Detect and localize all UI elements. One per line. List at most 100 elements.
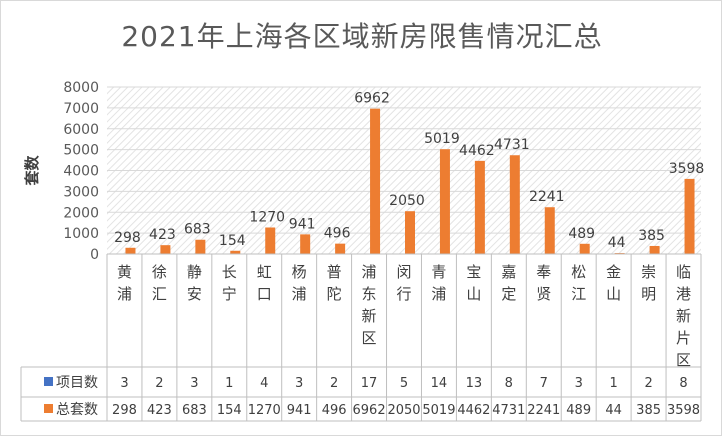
- bar-总套数: [370, 108, 381, 255]
- data-label: 1270: [249, 209, 285, 225]
- bar-总套数: [265, 227, 276, 254]
- bar-总套数: [195, 239, 206, 254]
- bar-总套数: [649, 245, 660, 254]
- data-label: 3598: [669, 161, 705, 177]
- category-label: 金: [606, 263, 621, 281]
- data-label: 44: [608, 235, 626, 251]
- table-cell-项目数: 5: [400, 376, 408, 391]
- category-label: 青: [431, 263, 446, 281]
- category-label: 徐: [152, 263, 167, 281]
- category-label: 杨: [292, 263, 307, 281]
- table-cell-总套数: 2050: [387, 403, 420, 418]
- table-cell-项目数: 8: [505, 376, 513, 391]
- category-label: 浦: [292, 285, 307, 303]
- bar-总套数: [160, 245, 171, 254]
- table-cell-总套数: 496: [322, 403, 347, 418]
- y-tick-label: 8000: [63, 80, 99, 96]
- data-label: 154: [219, 233, 246, 249]
- bar-总套数: [300, 234, 311, 254]
- category-label: 浦: [362, 263, 377, 281]
- data-label: 423: [149, 227, 176, 243]
- data-label: 683: [184, 222, 211, 238]
- data-label: 5019: [424, 131, 460, 147]
- category-label: 定: [501, 285, 516, 303]
- category-label: 山: [606, 285, 621, 303]
- category-label: 浦: [117, 285, 132, 303]
- bar-总套数: [405, 211, 415, 254]
- table-cell-项目数: 3: [190, 376, 198, 391]
- bar-总套数: [509, 155, 520, 254]
- table-cell-项目数: 7: [540, 376, 548, 391]
- category-label: 新: [676, 307, 691, 325]
- category-label: 嘉: [501, 263, 516, 281]
- category-label: 汇: [152, 285, 167, 303]
- table-cell-总套数: 154: [217, 403, 242, 418]
- table-cell-项目数: 17: [361, 376, 378, 391]
- table-cell-总套数: 941: [287, 403, 312, 418]
- bar-总套数: [474, 160, 485, 254]
- y-tick-label: 1000: [63, 226, 99, 242]
- bar-总套数: [335, 243, 346, 254]
- table-cell-总套数: 385: [636, 403, 661, 418]
- y-tick-label: 7000: [63, 101, 99, 117]
- category-label: 口: [257, 285, 272, 303]
- data-label: 385: [638, 228, 665, 244]
- bar-总套数: [544, 207, 555, 254]
- legend-key-项目数: [44, 377, 53, 386]
- table-cell-总套数: 298: [112, 403, 137, 418]
- category-label: 临: [676, 263, 691, 281]
- table-cell-项目数: 1: [225, 376, 233, 391]
- chart-title: 2021年上海各区域新房限售情况汇总: [121, 20, 603, 53]
- table-cell-总套数: 4462: [457, 403, 490, 418]
- y-tick-label: 5000: [63, 143, 99, 159]
- category-label: 港: [676, 285, 691, 303]
- table-cell-项目数: 2: [330, 376, 338, 391]
- table-cell-项目数: 14: [431, 376, 448, 391]
- table-cell-总套数: 6962: [353, 403, 386, 418]
- y-tick-label: 4000: [63, 164, 99, 180]
- table-cell-项目数: 4: [260, 376, 268, 391]
- legend-label: 总套数: [56, 402, 98, 418]
- y-tick-label: 0: [90, 247, 99, 263]
- table-cell-总套数: 1270: [248, 403, 281, 418]
- category-label: 崇: [641, 263, 656, 281]
- category-label: 山: [466, 285, 481, 303]
- category-label: 黄: [117, 263, 132, 281]
- data-label: 2050: [389, 193, 425, 209]
- bar-总套数: [125, 247, 136, 254]
- category-label: 长: [222, 263, 237, 281]
- table-cell-总套数: 4731: [492, 403, 525, 418]
- category-label: 陀: [327, 285, 342, 303]
- data-label: 2241: [529, 189, 565, 205]
- category-label: 东: [362, 285, 377, 303]
- y-tick-label: 2000: [63, 205, 99, 221]
- table-cell-项目数: 3: [120, 376, 128, 391]
- table-cell-总套数: 423: [147, 403, 172, 418]
- table-cell-总套数: 3598: [667, 403, 700, 418]
- bar-总套数: [439, 149, 450, 254]
- category-label: 宁: [222, 285, 237, 303]
- data-label: 489: [568, 226, 595, 242]
- table-cell-项目数: 13: [466, 376, 483, 391]
- category-label: 明: [641, 285, 656, 303]
- category-label: 贤: [536, 285, 551, 303]
- category-label: 江: [571, 285, 586, 303]
- y-tick-label: 6000: [63, 122, 99, 138]
- legend-label: 项目数: [56, 375, 98, 391]
- table-cell-总套数: 44: [605, 403, 622, 418]
- category-label: 区: [676, 351, 691, 369]
- bar-总套数: [579, 243, 590, 254]
- table-cell-总套数: 489: [566, 403, 591, 418]
- bar-总套数: [684, 178, 695, 254]
- category-label: 区: [362, 329, 377, 347]
- table-cell-项目数: 2: [155, 376, 163, 391]
- legend-key-总套数: [44, 404, 53, 413]
- table-cell-项目数: 8: [679, 376, 687, 391]
- category-label: 行: [396, 285, 411, 303]
- category-label: 浦: [431, 285, 446, 303]
- category-label: 松: [571, 263, 586, 281]
- category-label: 普: [327, 263, 342, 281]
- data-label: 941: [289, 216, 316, 232]
